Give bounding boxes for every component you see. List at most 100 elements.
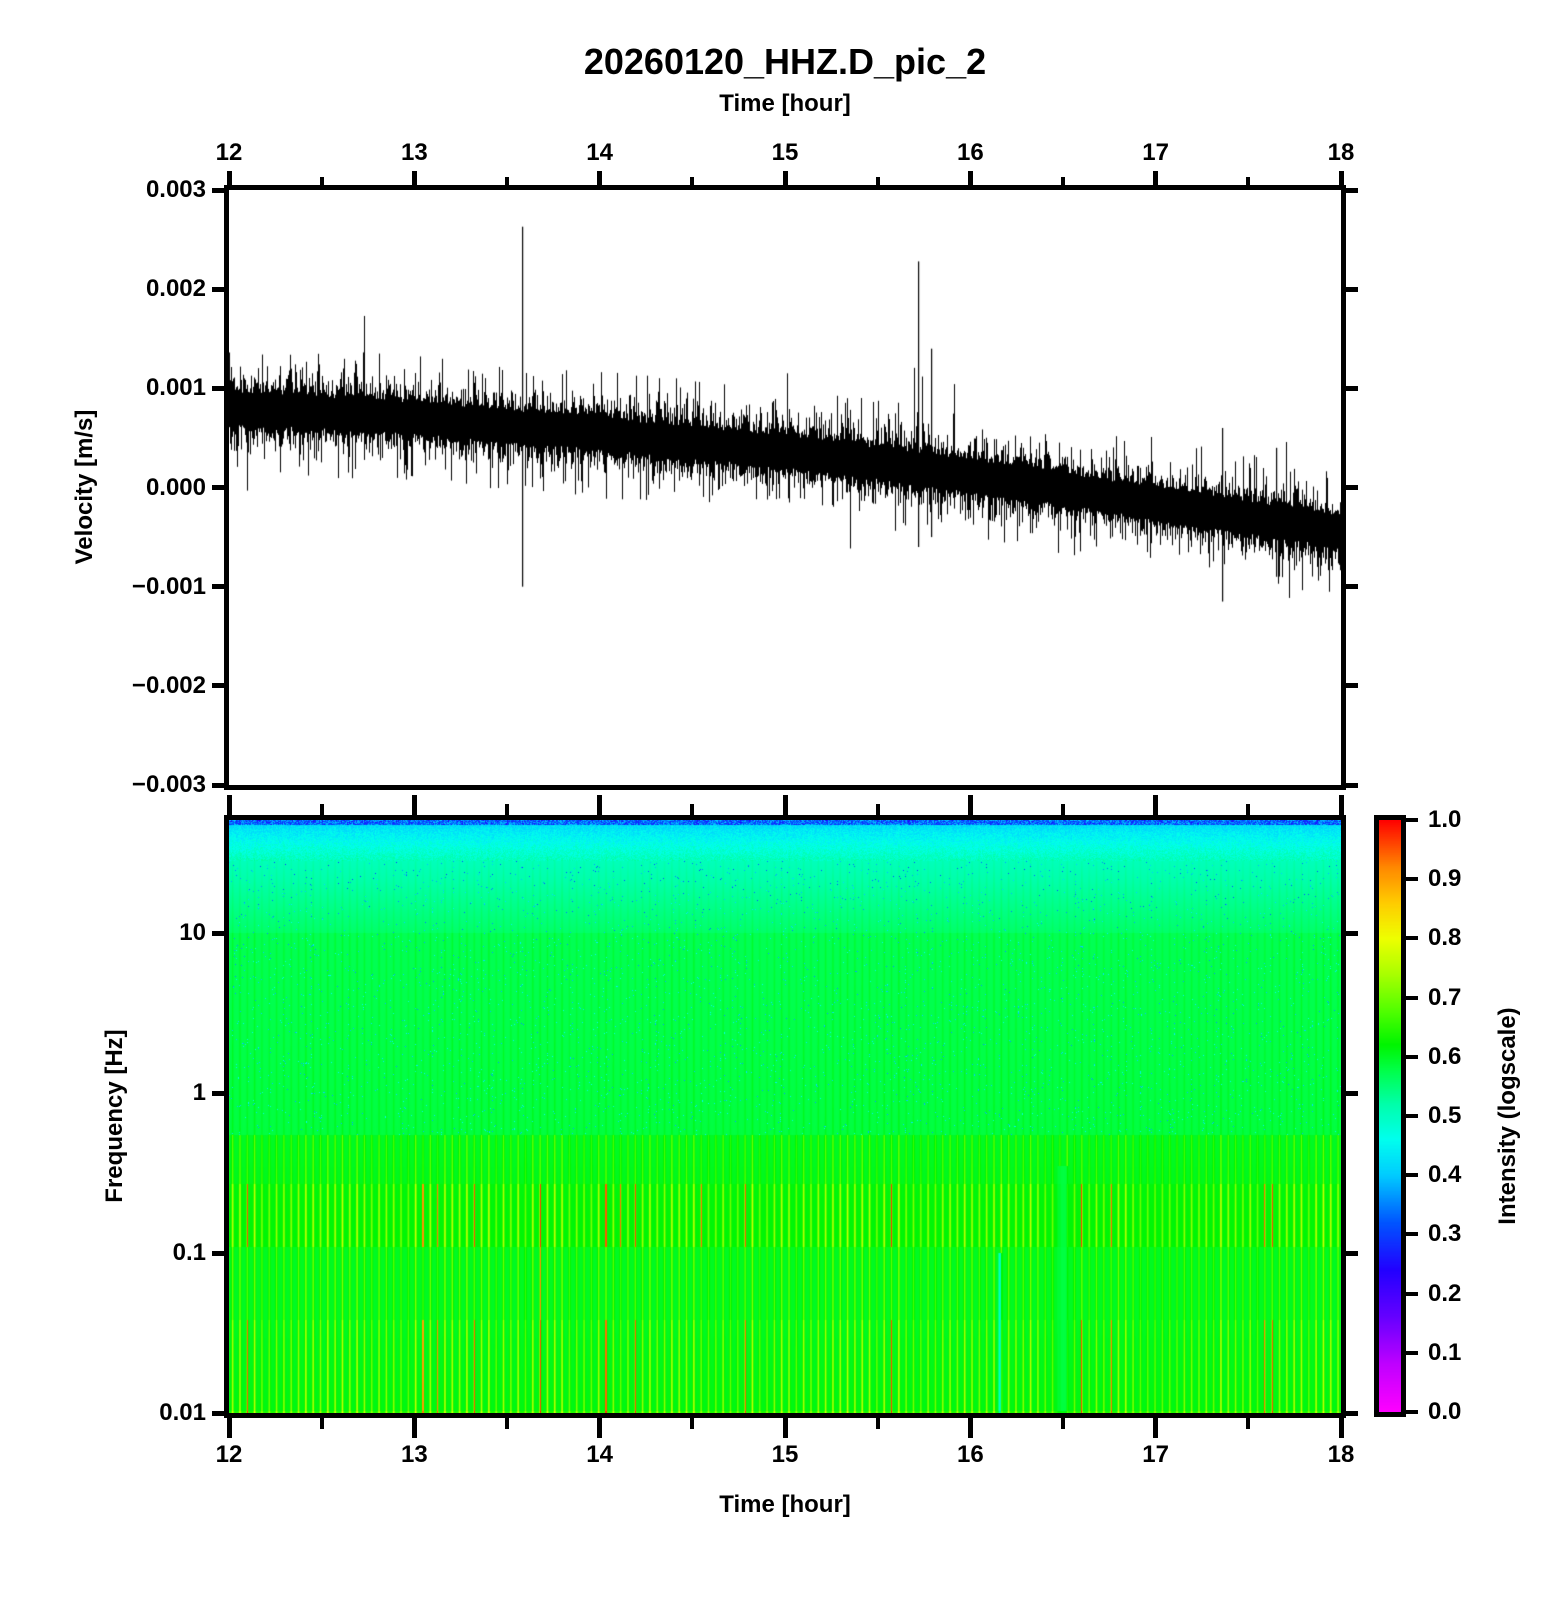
spectrogram-top-major-tick (226, 795, 232, 815)
top-axis-major-tick (967, 171, 973, 185)
top-axis-major-tick (597, 171, 603, 185)
bottom-axis-tick-label: 13 (400, 1441, 428, 1468)
velocity-tick-label: −0.002 (131, 671, 206, 699)
colorbar-border (1374, 815, 1406, 1417)
top-axis-major-tick (1153, 171, 1159, 185)
velocity-left-tick (212, 385, 224, 391)
top-axis-minor-tick (690, 177, 695, 185)
bottom-axis-tick-label: 18 (1327, 1441, 1355, 1468)
spectrogram-top-major-tick (782, 795, 788, 815)
spectrogram-top-major-tick (1338, 795, 1344, 815)
colorbar-tick-label: 0.4 (1428, 1161, 1462, 1189)
bottom-axis-minor-tick (505, 1418, 509, 1429)
colorbar-tick-label: 0.0 (1428, 1398, 1462, 1425)
bottom-axis-tick-label: 15 (771, 1441, 799, 1468)
frequency-right-tick (1346, 930, 1358, 936)
colorbar-tick-label: 1.0 (1428, 806, 1462, 833)
frequency-left-tick (212, 930, 224, 936)
top-axis-minor-tick (1061, 177, 1065, 185)
colorbar-tick-label: 0.7 (1428, 983, 1462, 1011)
spectrogram-top-minor-tick (1246, 804, 1251, 815)
velocity-left-tick (212, 782, 224, 788)
bottom-axis-minor-tick (1061, 1418, 1065, 1429)
velocity-tick-label: 0.001 (145, 374, 206, 402)
frequency-right-tick (1346, 1090, 1358, 1096)
bottom-axis-major-tick (967, 1418, 973, 1438)
colorbar-tick-label: 0.3 (1428, 1220, 1462, 1248)
bottom-axis-tick-label: 12 (215, 1441, 243, 1468)
colorbar-tick (1406, 1350, 1418, 1355)
colorbar-tick (1406, 1232, 1418, 1237)
colorbar-tick-label: 0.2 (1428, 1279, 1462, 1307)
top-axis-tick-label: 14 (586, 139, 613, 166)
velocity-tick-label: −0.001 (131, 572, 206, 600)
velocity-left-tick (212, 485, 224, 490)
top-axis-minor-tick (1246, 177, 1251, 185)
top-axis-major-tick (1338, 171, 1344, 185)
bottom-axis-major-tick (1338, 1418, 1344, 1438)
colorbar-tick (1406, 1054, 1418, 1059)
frequency-tick-label: 1 (192, 1079, 206, 1107)
colorbar-tick (1406, 995, 1418, 1000)
velocity-right-tick (1346, 485, 1358, 490)
bottom-axis-minor-tick (690, 1418, 695, 1429)
top-axis-minor-tick (875, 177, 880, 185)
velocity-left-tick (212, 584, 224, 590)
top-axis-tick-label: 15 (771, 139, 799, 166)
waveform-plot (229, 190, 1341, 785)
bottom-axis-tick-label: 16 (956, 1441, 984, 1468)
spectrogram-top-minor-tick (690, 804, 695, 815)
colorbar-tick (1406, 936, 1418, 941)
colorbar-tick-label: 0.6 (1428, 1042, 1462, 1070)
velocity-right-tick (1346, 584, 1358, 590)
spectrogram-top-major-tick (967, 795, 973, 815)
top-axis-major-tick (782, 171, 788, 185)
waveform-panel-border (224, 185, 1346, 790)
colorbar-tick (1406, 1410, 1418, 1414)
bottom-axis-major-tick (226, 1418, 232, 1438)
top-axis-minor-tick (505, 177, 509, 185)
colorbar-tick-label: 0.1 (1428, 1338, 1462, 1366)
colorbar-gradient (1379, 820, 1401, 1412)
colorbar-tick (1406, 1291, 1418, 1296)
spectrogram-panel-border (224, 815, 1346, 1418)
frequency-tick-label: 0.1 (172, 1239, 206, 1267)
top-axis-tick-label: 16 (956, 139, 984, 166)
velocity-tick-label: −0.003 (131, 771, 206, 798)
spectrogram-plot (229, 820, 1341, 1413)
figure-title: 20260120_HHZ.D_pic_2 (583, 41, 987, 82)
frequency-tick-label: 0.01 (159, 1399, 206, 1426)
colorbar-tick (1406, 1173, 1418, 1178)
velocity-right-tick (1346, 782, 1358, 788)
colorbar-tick-label: 0.5 (1428, 1102, 1462, 1129)
frequency-left-tick (212, 1090, 224, 1096)
colorbar-tick (1406, 818, 1418, 822)
frequency-axis-label: Frequency [Hz] (101, 1029, 128, 1203)
velocity-right-tick (1346, 385, 1358, 391)
velocity-tick-label: 0.000 (145, 473, 206, 501)
spectrogram-top-major-tick (1153, 795, 1159, 815)
bottom-axis-major-tick (782, 1418, 788, 1438)
top-axis-tick-label: 17 (1142, 139, 1169, 166)
velocity-right-tick (1346, 683, 1358, 689)
top-axis-minor-tick (319, 177, 324, 185)
top-axis-major-tick (226, 171, 232, 185)
top-axis-tick-label: 18 (1327, 139, 1355, 166)
top-axis-tick-label: 12 (215, 139, 243, 166)
velocity-right-tick (1346, 286, 1358, 292)
top-time-axis-label: Time [hour] (719, 90, 851, 117)
bottom-axis-major-tick (411, 1418, 417, 1438)
velocity-left-tick (212, 286, 224, 292)
spectrogram-top-major-tick (411, 795, 417, 815)
colorbar-tick (1406, 877, 1418, 882)
velocity-tick-label: 0.002 (145, 275, 206, 303)
frequency-right-tick (1346, 1410, 1358, 1416)
spectrogram-top-minor-tick (319, 804, 324, 815)
spectrogram-top-minor-tick (1061, 804, 1065, 815)
frequency-tick-label: 10 (179, 919, 206, 947)
velocity-tick-label: 0.003 (145, 176, 206, 203)
velocity-left-tick (212, 683, 224, 689)
frequency-left-tick (212, 1250, 224, 1256)
frequency-right-tick (1346, 1250, 1358, 1256)
